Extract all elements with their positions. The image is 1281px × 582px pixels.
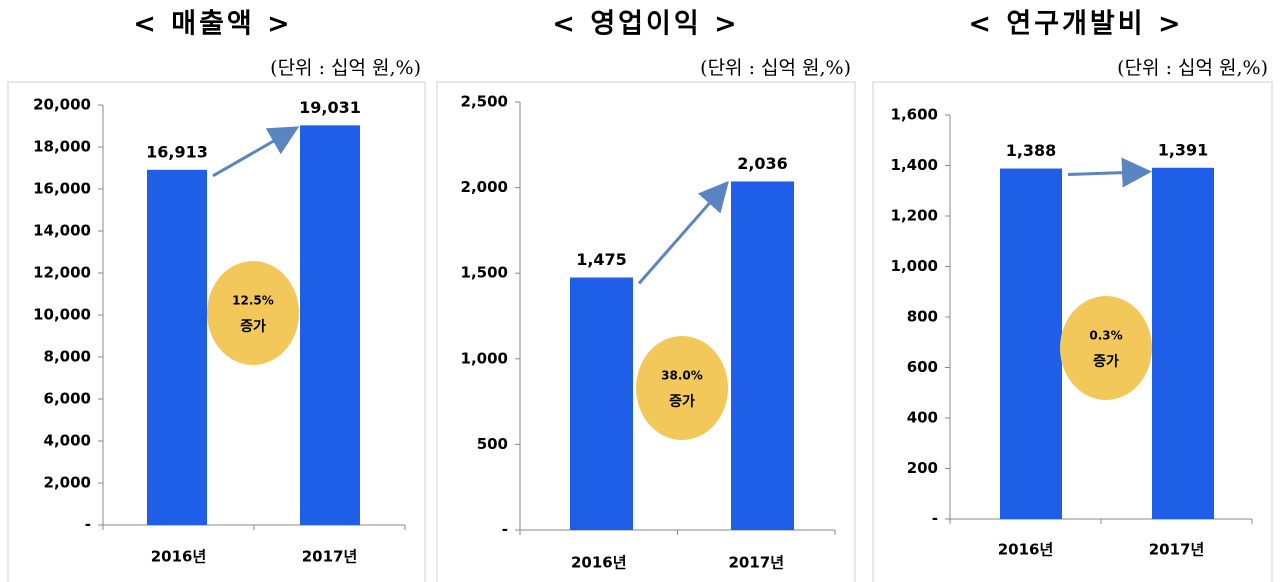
growth-badge (1060, 296, 1152, 400)
unit-label: (단위 : 십억 원,%) (700, 57, 851, 79)
value-label: 16,913 (146, 142, 208, 161)
y-tick-label: 2,500 (461, 93, 508, 111)
growth-rate: 38.0% (661, 369, 703, 383)
chart-title: < 매출액 > (133, 9, 293, 40)
value-label: 2,036 (737, 154, 788, 173)
value-label: 19,031 (299, 98, 361, 117)
growth-word: 증가 (240, 319, 266, 335)
y-tick-label: 6,000 (44, 390, 91, 408)
bar (300, 125, 360, 525)
trend-arrow (1067, 157, 1152, 188)
x-tick-label: 2016년 (998, 541, 1054, 559)
x-tick-label: 2017년 (728, 554, 784, 572)
x-tick-label: 2017년 (302, 548, 358, 566)
y-tick-label: 800 (907, 308, 938, 326)
chart-title: < 연구개발비 > (968, 9, 1183, 40)
y-tick-label: 1,600 (891, 106, 938, 124)
bar (1000, 168, 1062, 519)
value-label: 1,388 (1006, 141, 1057, 160)
y-tick-label: 1,200 (891, 207, 938, 225)
growth-word: 증가 (1093, 354, 1119, 370)
panel (7, 81, 426, 582)
y-tick-label: 400 (907, 409, 938, 427)
value-label: 1,391 (1158, 140, 1209, 159)
unit-label: (단위 : 십억 원,%) (270, 57, 421, 79)
y-tick-label: - (932, 510, 938, 528)
y-tick-label: 16,000 (33, 180, 91, 198)
chart-title: < 영업이익 > (552, 9, 739, 40)
y-tick-label: 4,000 (44, 432, 91, 450)
growth-word: 증가 (669, 394, 695, 410)
y-tick-label: 2,000 (461, 178, 508, 196)
x-tick-label: 2016년 (151, 548, 207, 566)
bar (570, 277, 633, 530)
y-tick-label: 14,000 (33, 222, 91, 240)
y-tick-label: 1,000 (461, 349, 508, 367)
y-tick-label: 2,000 (44, 474, 91, 492)
y-tick-label: 500 (477, 435, 508, 453)
x-tick-label: 2017년 (1149, 541, 1205, 559)
y-tick-label: - (85, 516, 91, 534)
y-tick-label: 200 (907, 459, 938, 477)
bar (1152, 167, 1214, 519)
panel (872, 81, 1273, 582)
growth-badge (207, 261, 299, 365)
bar (147, 169, 207, 525)
growth-badge (636, 336, 728, 440)
x-tick-label: 2016년 (571, 554, 627, 572)
y-tick-label: 1,500 (461, 264, 508, 282)
bar (731, 181, 794, 530)
y-tick-label: 12,000 (33, 264, 91, 282)
y-tick-label: 1,400 (891, 156, 938, 174)
panel (436, 81, 856, 582)
y-tick-label: 1,000 (891, 257, 938, 275)
trend-arrow (212, 126, 300, 178)
y-tick-label: 600 (907, 358, 938, 376)
unit-label: (단위 : 십억 원,%) (1117, 57, 1268, 79)
y-tick-label: 8,000 (44, 348, 91, 366)
y-tick-label: 18,000 (33, 138, 91, 156)
y-tick-label: 20,000 (33, 96, 91, 114)
trend-arrow (637, 180, 729, 285)
growth-rate: 0.3% (1089, 329, 1122, 343)
value-label: 1,475 (576, 250, 627, 269)
growth-rate: 12.5% (232, 294, 274, 308)
y-tick-label: - (502, 521, 508, 539)
y-tick-label: 10,000 (33, 306, 91, 324)
